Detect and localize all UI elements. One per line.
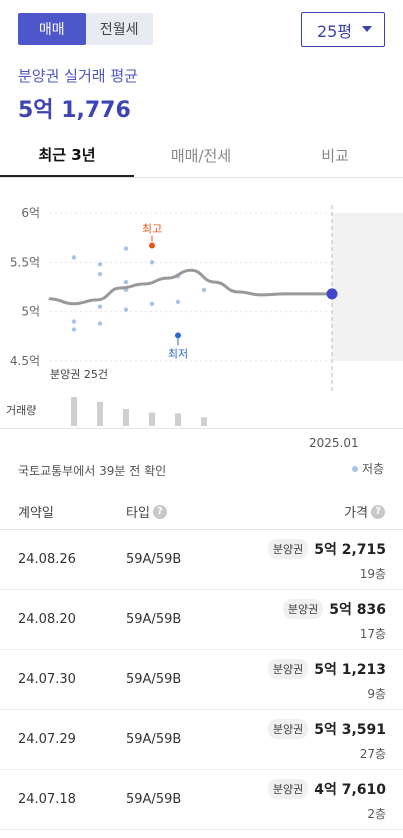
caret-down-icon (362, 26, 372, 32)
scatter-point (71, 327, 77, 332)
volume-bar (149, 412, 155, 426)
volume-bar (201, 417, 207, 426)
header-type: 타입 ? (126, 502, 167, 521)
scatter-point (123, 307, 129, 312)
area-dropdown-value: 25평 (317, 21, 353, 41)
row-amount: 5억 836 (329, 602, 386, 618)
scatter-point (201, 287, 207, 293)
row-type: 59A/59B (126, 732, 182, 747)
legend-dot-icon (352, 465, 358, 472)
table-header: 계약일 타입 ? 가격 ? (0, 494, 403, 530)
header-date: 계약일 (18, 506, 54, 521)
row-amount: 5억 1,213 (314, 662, 386, 678)
scatter-point (123, 246, 129, 251)
tab-recent-3y[interactable]: 최근 3년 (0, 134, 134, 177)
y-tick-label: 6억 (21, 206, 40, 220)
high-label: 최고 (142, 223, 162, 236)
current-value-point (326, 288, 338, 300)
scatter-point (97, 304, 103, 309)
scatter-point (175, 299, 181, 304)
presale-badge: 분양권 (282, 599, 324, 619)
scatter-point (149, 260, 155, 265)
row-floor: 17층 (359, 627, 386, 641)
scatter-point (149, 301, 155, 306)
period-tabs: 최근 3년 매매/전세 비교 (0, 134, 403, 178)
volume-bar (97, 401, 103, 426)
count-label: 분양권 25건 (50, 368, 108, 381)
y-tick-label: 4.5억 (10, 354, 40, 368)
header-type-label: 타입 (126, 506, 150, 521)
table-row: 24.07.29 59A/59B 분양권 5억 3,591 27층 (0, 710, 403, 770)
row-floor: 9층 (367, 687, 386, 701)
table-row: 24.07.18 59A/59B 분양권 4억 7,610 2층 (0, 770, 403, 830)
y-tick-label: 5.5억 (10, 255, 40, 269)
row-type: 59A/59B (126, 792, 182, 807)
row-date: 24.07.30 (18, 672, 76, 687)
data-source-text: 국토교통부에서 39분 전 확인 (18, 464, 167, 478)
trend-line (48, 268, 334, 306)
deal-type-toggle: 매매 전월세 (18, 13, 153, 45)
low-marker (175, 332, 181, 339)
volume-label: 거래량 (6, 404, 36, 417)
average-price-label: 분양권 실거래 평균 (18, 67, 138, 85)
header-price-label: 가격 (344, 506, 368, 521)
row-amount: 5억 3,591 (314, 722, 386, 738)
chart-legend: 저층 (352, 460, 384, 477)
volume-bar (175, 413, 181, 426)
scatter-point (97, 262, 103, 267)
row-date: 24.08.26 (18, 552, 76, 567)
row-amount: 5억 2,715 (314, 542, 386, 558)
scatter-point (123, 279, 129, 285)
help-icon[interactable]: ? (152, 504, 167, 519)
row-floor: 2층 (367, 807, 386, 821)
tab-compare[interactable]: 비교 (321, 147, 349, 165)
presale-badge: 분양권 (267, 659, 309, 679)
y-tick-label: 5억 (21, 305, 40, 319)
high-marker (149, 242, 155, 249)
header-price: 가격 ? (344, 502, 385, 521)
row-date: 24.07.29 (18, 732, 76, 747)
scatter-point (97, 321, 103, 326)
row-type: 59A/59B (126, 672, 182, 687)
table-row: 24.07.30 59A/59B 분양권 5억 1,213 9층 (0, 650, 403, 710)
presale-badge: 분양권 (267, 779, 309, 799)
chart-x-label: 2025.01 (309, 436, 359, 450)
row-floor: 27층 (359, 747, 386, 761)
future-area (332, 213, 403, 361)
scatter-point (97, 271, 103, 277)
help-icon[interactable]: ? (371, 504, 385, 519)
low-label: 최저 (168, 347, 188, 360)
row-type: 59A/59B (126, 612, 182, 627)
legend-label: 저층 (362, 462, 385, 476)
row-date: 24.07.18 (18, 792, 76, 807)
presale-badge: 분양권 (267, 539, 309, 559)
row-type: 59A/59B (126, 552, 182, 567)
row-date: 24.08.20 (18, 612, 76, 627)
row-floor: 19층 (359, 567, 386, 581)
scatter-point (71, 255, 77, 260)
scatter-point (71, 319, 77, 324)
lease-tab[interactable]: 전월세 (99, 22, 139, 38)
tab-sale-lease[interactable]: 매매/전세 (170, 147, 232, 165)
table-row: 24.08.26 59A/59B 분양권 5억 2,715 19층 (0, 530, 403, 590)
volume-bar (71, 397, 77, 426)
area-dropdown[interactable]: 25평 (301, 12, 385, 47)
chart-divider (0, 428, 403, 429)
volume-bar (123, 409, 129, 426)
average-price-value: 5억 1,776 (18, 98, 131, 123)
table-row: 24.08.20 59A/59B 분양권 5억 836 17층 (0, 590, 403, 650)
sale-tab[interactable]: 매매 (18, 13, 86, 45)
row-amount: 4억 7,610 (314, 782, 386, 798)
presale-badge: 분양권 (267, 719, 309, 739)
